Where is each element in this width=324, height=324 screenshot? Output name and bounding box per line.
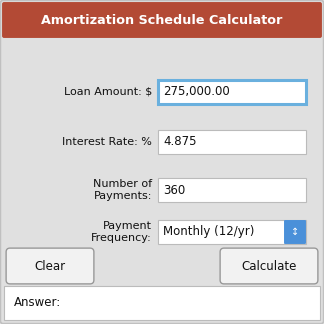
Text: Calculate: Calculate <box>241 260 297 272</box>
FancyBboxPatch shape <box>4 286 320 320</box>
FancyBboxPatch shape <box>284 220 306 244</box>
Text: ↕: ↕ <box>291 227 299 237</box>
FancyBboxPatch shape <box>158 178 306 202</box>
FancyBboxPatch shape <box>158 80 306 104</box>
FancyBboxPatch shape <box>158 220 306 244</box>
Text: Interest Rate: %: Interest Rate: % <box>62 137 152 147</box>
FancyBboxPatch shape <box>158 130 306 154</box>
Text: Amortization Schedule Calculator: Amortization Schedule Calculator <box>41 14 283 27</box>
Text: 275,000.00: 275,000.00 <box>163 86 230 98</box>
Text: Answer:: Answer: <box>14 296 61 309</box>
FancyBboxPatch shape <box>6 248 94 284</box>
FancyBboxPatch shape <box>2 2 322 38</box>
Text: Monthly (12/yr): Monthly (12/yr) <box>163 226 254 238</box>
Text: 4.875: 4.875 <box>163 135 196 148</box>
FancyBboxPatch shape <box>220 248 318 284</box>
Text: Number of
Payments:: Number of Payments: <box>93 179 152 201</box>
Text: Payment
Frequency:: Payment Frequency: <box>91 221 152 243</box>
Text: 360: 360 <box>163 183 185 196</box>
Text: Loan Amount: $: Loan Amount: $ <box>64 87 152 97</box>
Text: Clear: Clear <box>34 260 65 272</box>
